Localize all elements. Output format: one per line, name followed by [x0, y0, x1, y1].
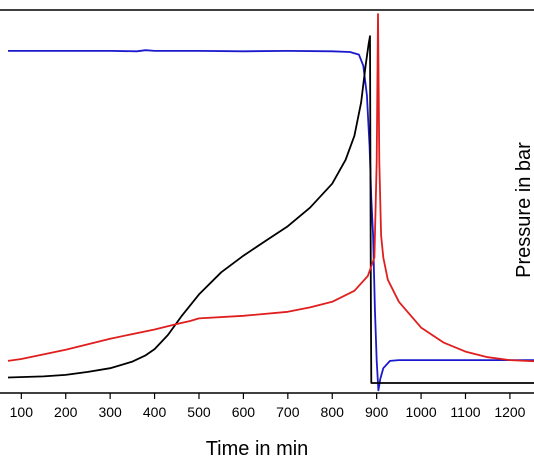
series-layer — [7, 13, 534, 392]
x-tick-label: 100 — [10, 404, 34, 420]
series-line-2 — [7, 35, 534, 384]
x-tick-label: 700 — [276, 404, 300, 420]
x-tick-label: 800 — [321, 404, 345, 420]
series-line-1 — [8, 49, 534, 392]
series-line-3 — [7, 13, 534, 363]
x-tick-label: 600 — [232, 404, 256, 420]
x-tick-label: 300 — [98, 404, 122, 420]
right-axis-title: Pressure in bar — [513, 142, 534, 278]
x-axis-title: Time in min — [206, 438, 309, 460]
x-tick-label: 900 — [365, 404, 389, 420]
x-tick-label: 500 — [187, 404, 211, 420]
x-tick-label: 1200 — [494, 404, 525, 420]
x-tick-label: 1000 — [405, 404, 436, 420]
x-tick-label: 200 — [54, 404, 78, 420]
x-tick-label: 1100 — [450, 404, 480, 420]
x-tick-label: 400 — [143, 404, 167, 420]
x-axis: 100 200 300 400 500 600 700 800 900 1000 1100 1200 — [10, 393, 526, 420]
